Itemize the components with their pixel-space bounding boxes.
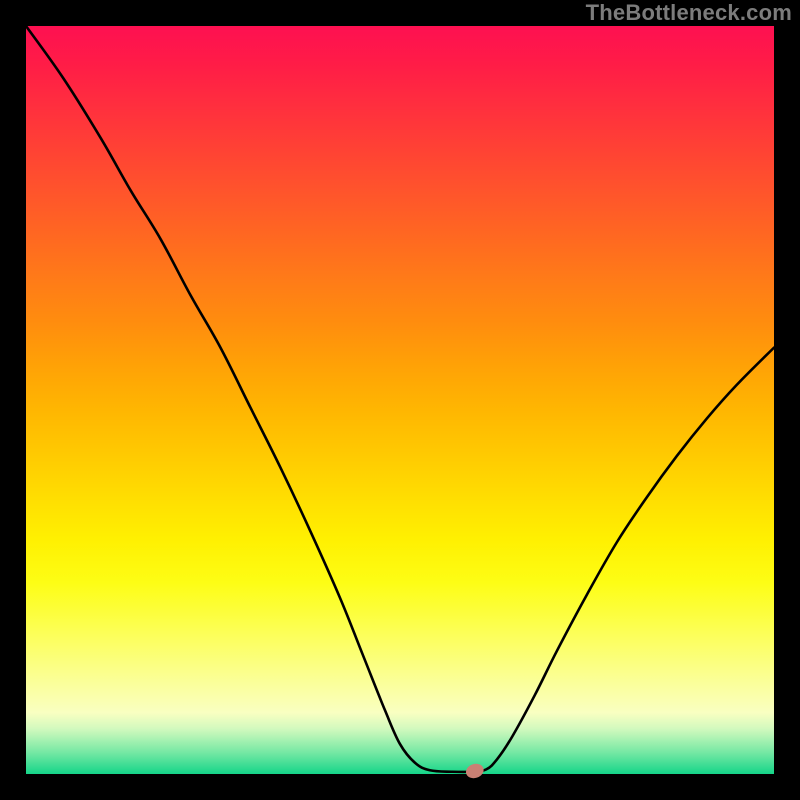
plot-background [26,26,774,774]
watermark-label: TheBottleneck.com [586,0,792,26]
bottleneck-chart [0,0,800,800]
chart-container: TheBottleneck.com [0,0,800,800]
